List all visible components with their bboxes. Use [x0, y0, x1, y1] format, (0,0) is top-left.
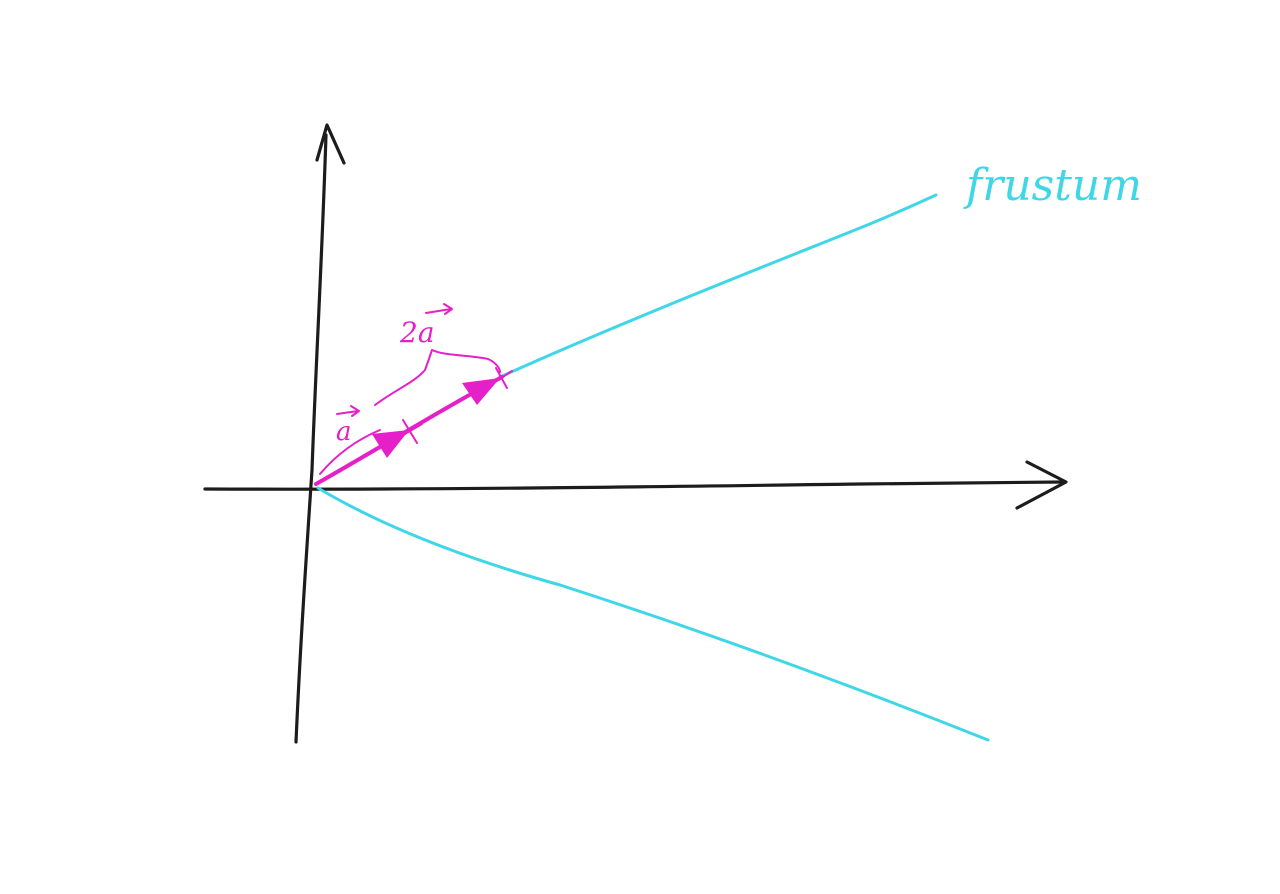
- frustum: [316, 193, 990, 742]
- x-axis-arrowhead: [1015, 460, 1068, 510]
- label-vector-2a: 2a: [399, 316, 435, 349]
- frustum-upper-edge: [498, 193, 938, 379]
- label-vector-a: a: [336, 417, 352, 447]
- vector-a-arc: [319, 429, 381, 475]
- label-frustum: frustum: [963, 160, 1142, 211]
- vector-2a-tick: [491, 367, 513, 389]
- vector-a-tick: [397, 419, 423, 444]
- y-axis-line: [294, 133, 328, 744]
- axes: [203, 123, 1068, 744]
- frustum-lower-edge: [316, 486, 990, 742]
- label-vector-2a-arrow: [425, 303, 453, 315]
- vector-2a-arrowhead: [462, 378, 500, 405]
- x-axis-line: [203, 480, 1064, 491]
- label-vector-a-arrow: [336, 405, 360, 417]
- vectors: [314, 349, 513, 486]
- vector-2a-brace: [374, 349, 501, 406]
- y-axis-arrowhead: [315, 123, 346, 165]
- labels: a 2a frustum: [336, 160, 1142, 447]
